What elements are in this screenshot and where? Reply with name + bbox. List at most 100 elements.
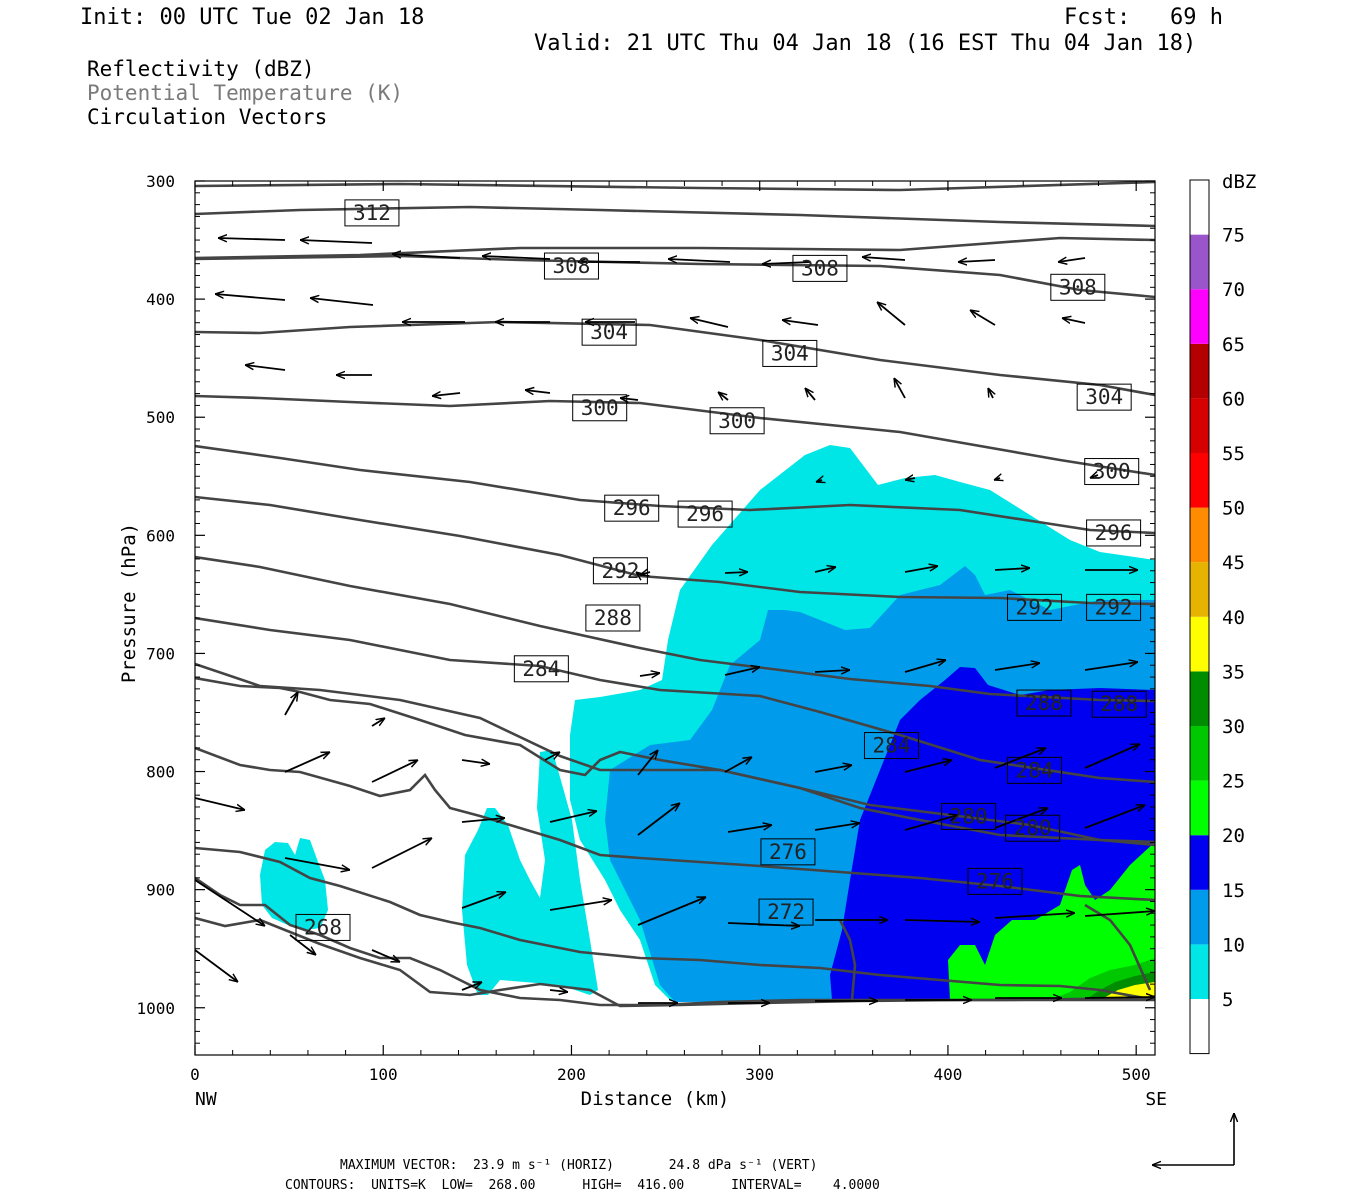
circulation-vector bbox=[718, 392, 729, 400]
circulation-vector bbox=[1084, 662, 1138, 671]
theta-contour bbox=[195, 916, 1155, 1008]
theta-label-text: 308 bbox=[801, 256, 839, 280]
y-tick-label: 600 bbox=[146, 526, 175, 545]
theta-contour bbox=[195, 320, 1155, 397]
x-end-label-right: SE bbox=[1145, 1089, 1167, 1110]
theta-label: 300 bbox=[572, 394, 628, 422]
circulation-vector bbox=[668, 259, 731, 262]
theta-label-text: 304 bbox=[1085, 385, 1123, 409]
theta-contours bbox=[195, 181, 1155, 1008]
theta-label: 268 bbox=[295, 913, 351, 941]
colorbar-swatch bbox=[1190, 453, 1209, 508]
x-tick-label: 0 bbox=[190, 1065, 200, 1084]
theta-label: 292 bbox=[1086, 593, 1142, 621]
theta-label: 308 bbox=[792, 254, 848, 282]
colorbar: 5 10 15 20 25 30 35 40 45 50 55 60 65 70 75 dBZ bbox=[1189, 171, 1256, 1055]
theta-contour bbox=[195, 236, 1155, 260]
colorbar-swatch bbox=[1190, 999, 1209, 1054]
theta-label: 304 bbox=[762, 339, 818, 367]
legend-reflectivity: Reflectivity (dBZ) bbox=[87, 57, 315, 81]
colorbar-tick-label: 45 bbox=[1222, 552, 1245, 574]
circulation-vector bbox=[371, 949, 400, 963]
circulation-vector bbox=[814, 765, 852, 773]
theta-label-text: 296 bbox=[613, 496, 651, 520]
theta-contour bbox=[195, 205, 1155, 228]
circulation-vector bbox=[218, 238, 286, 240]
x-end-label-left: NW bbox=[195, 1089, 217, 1110]
circulation-vector bbox=[461, 760, 490, 764]
theta-label: 288 bbox=[1091, 690, 1147, 718]
theta-label-text: 268 bbox=[304, 915, 342, 939]
theta-label-text: 276 bbox=[769, 840, 807, 864]
circulation-vector bbox=[637, 750, 658, 776]
colorbar-tick-label: 55 bbox=[1222, 443, 1245, 465]
circulation-vector bbox=[284, 857, 350, 870]
colorbar-tick-label: 40 bbox=[1222, 607, 1245, 629]
theta-contour bbox=[195, 676, 1155, 847]
colorbar-tick-label: 60 bbox=[1222, 388, 1245, 410]
colorbar-swatch bbox=[1190, 398, 1209, 453]
theta-label-text: 304 bbox=[771, 341, 809, 365]
circulation-vector bbox=[461, 818, 505, 822]
y-tick-label: 700 bbox=[146, 644, 175, 663]
legend-potential-temperature: Potential Temperature (K) bbox=[87, 81, 404, 105]
circulation-vector bbox=[284, 751, 330, 773]
colorbar-swatch bbox=[1190, 726, 1209, 781]
circulation-vector bbox=[970, 310, 996, 326]
circulation-vector bbox=[904, 566, 938, 573]
circulation-vector bbox=[637, 803, 680, 836]
y-tick-label: 800 bbox=[146, 763, 175, 782]
reflectivity-fields bbox=[260, 445, 1155, 1002]
theta-label-text: 300 bbox=[1093, 460, 1131, 484]
colorbar-unit: dBZ bbox=[1222, 171, 1256, 193]
theta-label: 288 bbox=[1016, 689, 1072, 717]
circulation-vector bbox=[620, 398, 639, 400]
circulation-vector bbox=[1084, 911, 1155, 917]
theta-label: 308 bbox=[1050, 273, 1106, 301]
colorbar-swatch bbox=[1190, 616, 1209, 672]
theta-contour bbox=[838, 919, 857, 1001]
theta-contour bbox=[195, 394, 1155, 477]
reference-vector bbox=[1152, 1113, 1234, 1165]
theta-label: 304 bbox=[1076, 383, 1132, 411]
circulation-vector bbox=[215, 294, 286, 301]
theta-label-text: 308 bbox=[1059, 275, 1097, 299]
circulation-vector bbox=[1058, 258, 1086, 262]
colorbar-tick-label: 50 bbox=[1222, 498, 1245, 520]
circulation-vector bbox=[724, 757, 752, 773]
reflectivity-35dbz bbox=[1100, 982, 1155, 1000]
circulation-vector bbox=[1062, 318, 1086, 323]
circulation-vector bbox=[289, 934, 316, 955]
circulation-vector bbox=[544, 752, 560, 761]
circulation-vector bbox=[1084, 805, 1145, 829]
theta-label: 280 bbox=[941, 802, 997, 830]
circulation-vector bbox=[461, 892, 506, 909]
theta-label-text: 300 bbox=[581, 396, 619, 420]
circulation-vector bbox=[310, 298, 374, 306]
circulation-vector bbox=[904, 760, 952, 773]
circulation-vector bbox=[904, 815, 958, 831]
circulation-vector bbox=[805, 388, 816, 401]
circulation-vector bbox=[482, 256, 551, 259]
init-time: Init: 00 UTC Tue 02 Jan 18 bbox=[80, 5, 425, 30]
theta-label: 284 bbox=[1007, 756, 1063, 784]
y-tick-label: 500 bbox=[146, 408, 175, 427]
circulation-vector bbox=[994, 663, 1040, 671]
theta-label: 312 bbox=[344, 199, 400, 227]
circulation-vector bbox=[245, 365, 286, 371]
y-tick-label: 900 bbox=[146, 881, 175, 900]
circulation-vector bbox=[371, 718, 385, 727]
theta-label-text: 284 bbox=[522, 657, 560, 681]
circulation-vector bbox=[461, 981, 482, 991]
circulation-vector bbox=[894, 378, 906, 399]
theta-label-text: 308 bbox=[553, 254, 591, 278]
x-tick-label: 400 bbox=[933, 1065, 962, 1084]
colorbar-tick-label: 20 bbox=[1222, 825, 1245, 847]
circulation-vector bbox=[194, 949, 238, 982]
colorbar-tick-label: 30 bbox=[1222, 716, 1245, 738]
theta-label-text: 284 bbox=[873, 734, 911, 758]
theta-label-text: 288 bbox=[1100, 692, 1138, 716]
colorbar-swatch bbox=[1190, 671, 1209, 726]
circulation-vector bbox=[958, 260, 996, 262]
axis-ticks: 300 400 500 600 700 800 900 1000 0 100 200 300 400 50… bbox=[118, 172, 1167, 1110]
